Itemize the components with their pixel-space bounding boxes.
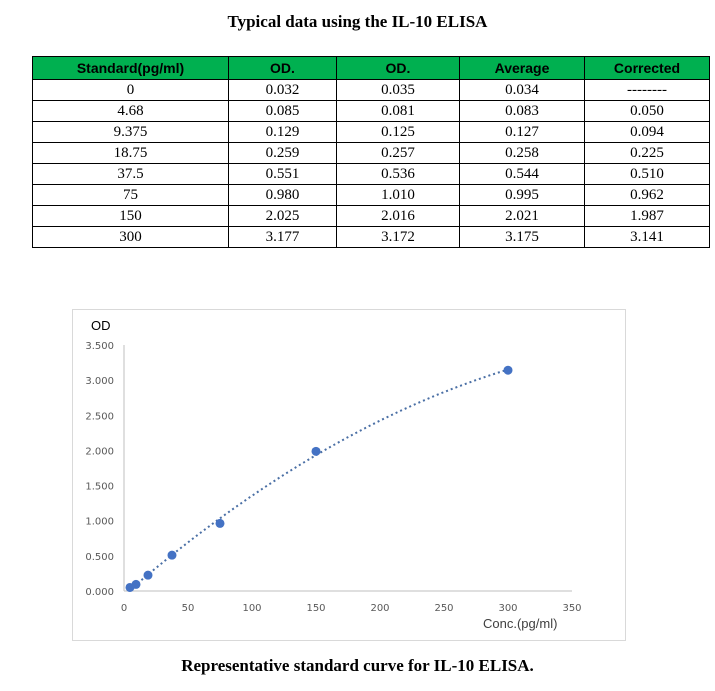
x-axis-label: Conc.(pg/ml) [483,616,557,631]
header-od-1: OD. [228,56,337,80]
cell-corrected: 0.094 [584,121,710,143]
cell-standard: 18.75 [32,142,229,164]
cell-od-1: 0.032 [228,79,337,101]
cell-od-2: 0.257 [336,142,460,164]
cell-od-1: 0.259 [228,142,337,164]
data-point [167,550,177,560]
trendline [129,368,509,591]
cell-od-1: 0.085 [228,100,337,122]
data-point [503,365,513,375]
chart-plot: OD 0.000 0.500 1.000 1.500 2.000 2.500 3.000 3.… [85,318,582,631]
y-tick-label: 0.000 [85,587,114,598]
cell-average: 0.034 [459,79,585,101]
cell-od-1: 0.980 [228,184,337,206]
cell-average: 2.021 [459,205,585,227]
cell-standard: 37.5 [32,163,229,185]
cell-standard: 300 [32,226,229,248]
data-point [311,446,321,456]
data-points [125,365,513,592]
y-axis-ticks: 0.000 0.500 1.000 1.500 2.000 2.500 3.000 3.500 [85,341,114,598]
figure-caption: Representative standard curve for IL-10 … [181,656,534,675]
cell-od-2: 1.010 [336,184,460,206]
cell-od-2: 0.536 [336,163,460,185]
cell-od-2: 2.016 [336,205,460,227]
table-row: 300 3.177 3.172 3.175 3.141 [32,226,710,248]
cell-average: 3.175 [459,226,585,248]
cell-standard: 9.375 [32,121,229,143]
cell-corrected: 0.510 [584,163,710,185]
page-title: Typical data using the IL-10 ELISA [227,12,488,31]
x-tick-label: 200 [370,603,389,614]
table-row: 18.75 0.259 0.257 0.258 0.225 [32,142,710,164]
cell-od-1: 0.551 [228,163,337,185]
x-tick-label: 0 [121,603,127,614]
y-tick-label: 2.500 [85,411,114,422]
x-tick-label: 250 [434,603,453,614]
elisa-data-table: Standard(pg/ml) OD. OD. Average Correcte… [32,56,710,248]
y-axis-label: OD [91,318,111,333]
cell-od-2: 3.172 [336,226,460,248]
header-standard: Standard(pg/ml) [32,56,229,80]
y-tick-label: 3.500 [85,341,114,352]
y-tick-label: 1.000 [85,517,114,528]
cell-average: 0.995 [459,184,585,206]
x-tick-label: 150 [306,603,325,614]
cell-average: 0.544 [459,163,585,185]
cell-standard: 75 [32,184,229,206]
table-row: 4.68 0.085 0.081 0.083 0.050 [32,100,710,122]
cell-corrected: 0.962 [584,184,710,206]
cell-corrected: 0.050 [584,100,710,122]
x-axis-ticks: 0 50 100 150 200 250 300 350 [121,603,582,614]
data-point [143,570,153,580]
cell-average: 0.258 [459,142,585,164]
standard-curve-chart: OD 0.000 0.500 1.000 1.500 2.000 2.500 3.000 3.… [72,309,626,641]
cell-od-1: 0.129 [228,121,337,143]
cell-average: 0.127 [459,121,585,143]
cell-corrected: 3.141 [584,226,710,248]
table-header-row: Standard(pg/ml) OD. OD. Average Correcte… [32,56,710,80]
cell-corrected: 1.987 [584,205,710,227]
table-row: 37.5 0.551 0.536 0.544 0.510 [32,163,710,185]
cell-standard: 0 [32,79,229,101]
x-tick-label: 100 [242,603,261,614]
table-row: 9.375 0.129 0.125 0.127 0.094 [32,121,710,143]
y-tick-label: 1.500 [85,482,114,493]
data-point [215,518,225,528]
cell-average: 0.083 [459,100,585,122]
cell-od-1: 3.177 [228,226,337,248]
x-tick-label: 50 [182,603,195,614]
header-corrected: Corrected [584,56,710,80]
y-tick-label: 0.500 [85,552,114,563]
cell-od-1: 2.025 [228,205,337,227]
table-row: 75 0.980 1.010 0.995 0.962 [32,184,710,206]
cell-od-2: 0.081 [336,100,460,122]
cell-od-2: 0.125 [336,121,460,143]
cell-standard: 150 [32,205,229,227]
table-row: 150 2.025 2.016 2.021 1.987 [32,205,710,227]
header-average: Average [459,56,585,80]
cell-corrected: -------- [584,79,710,101]
x-tick-label: 300 [498,603,517,614]
x-tick-label: 350 [562,603,581,614]
y-tick-label: 2.000 [85,446,114,457]
cell-od-2: 0.035 [336,79,460,101]
cell-standard: 4.68 [32,100,229,122]
cell-corrected: 0.225 [584,142,710,164]
header-od-2: OD. [336,56,460,80]
data-point [131,579,141,589]
table-row: 0 0.032 0.035 0.034 -------- [32,79,710,101]
y-tick-label: 3.000 [85,376,114,387]
